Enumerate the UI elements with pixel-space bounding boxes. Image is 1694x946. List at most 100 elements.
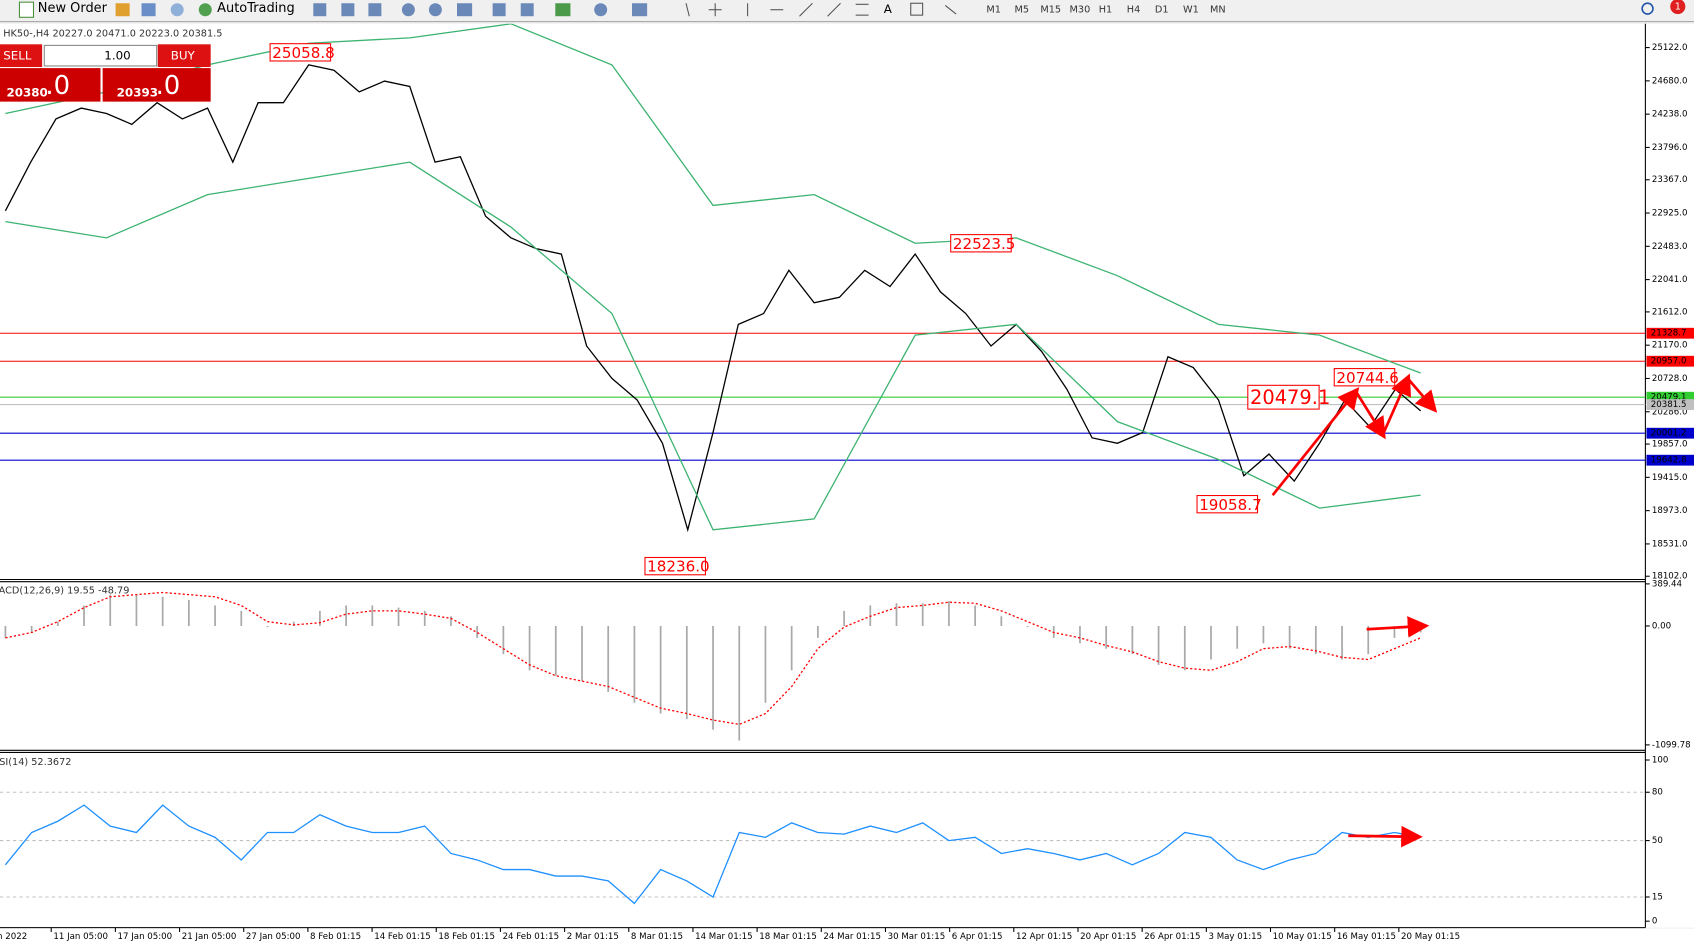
macd-bar [240,610,243,626]
macd-bar [633,625,636,703]
toolbar-icon[interactable] [456,3,473,17]
timeframe-button[interactable]: M15 [1040,5,1061,16]
macd-bar [712,625,714,730]
indicator-title: MACD(12,26,9) 19.55 -48.79 [0,585,129,596]
y-tick-label: 20728.0 [1652,374,1688,384]
notification-badge[interactable] [1670,0,1686,15]
arrow-tool[interactable] [944,4,957,15]
macd-bar [1210,625,1212,660]
bollinger-band [5,23,1421,374]
macd-bar [423,610,426,626]
notification-count: 1 [1675,1,1681,12]
trendline-tool[interactable] [799,2,813,17]
autotrading-icon[interactable] [198,3,212,17]
y-tick-label: 24238.0 [1652,110,1688,120]
chart-window [0,23,1694,928]
y-tick-label: 24680.0 [1652,76,1688,86]
y-tick-label: 0.00 [1652,621,1671,631]
one-click-trading: SELL 1.00 BUY 20380 .0 20393 .0 [0,44,211,102]
buy-label: BUY [171,49,196,63]
timeframe-button[interactable]: MN [1210,5,1226,16]
macd-bar [371,605,374,626]
y-tick-label: 21170.0 [1652,341,1688,351]
toolbar-icon[interactable] [520,3,534,17]
timeframe-button[interactable]: M1 [986,5,1001,16]
macd-bar [1105,625,1108,649]
timeframe-button[interactable]: M30 [1070,5,1091,16]
macd-bar [266,625,269,628]
price-line [4,64,1422,533]
drawing-tools [685,2,957,17]
y-tick-label: 18102.0 [1652,572,1688,582]
cursor-tool[interactable] [685,3,690,17]
time-label: 10 May 01:15 [1273,932,1332,942]
price-annotation: 20479.1 [1250,386,1330,409]
timeframe-button[interactable]: M5 [1014,5,1029,16]
timeframes: M1 M5 M15 M30 H1 H4 D1 W1 MN [986,5,1225,16]
toolbar-icon[interactable] [170,3,184,17]
buy-button[interactable] [157,44,211,68]
toolbar-icon[interactable] [555,3,571,17]
text-tool[interactable]: A [884,2,893,16]
time-label: 18 Mar 01:15 [759,932,817,942]
macd-bar [476,625,479,638]
search-icon[interactable] [1641,2,1654,15]
sell-price-box[interactable] [0,68,101,102]
toolbar-icon[interactable] [313,3,327,17]
sell-button[interactable] [0,44,43,68]
price-label-bg [1646,454,1694,466]
toolbar-icon[interactable] [632,3,648,17]
label-tool[interactable] [910,2,924,16]
macd-bar [1288,625,1291,649]
new-order-icon[interactable] [18,1,35,18]
toolbar-icon[interactable] [115,3,130,17]
sell-price: 20380 [6,85,47,99]
macd-bar [83,605,85,626]
buy-price-box[interactable] [102,68,211,102]
price-label-bg [1646,427,1694,439]
time-label: 3 May 01:15 [1208,932,1262,942]
timeframe-button[interactable]: H1 [1099,5,1112,16]
macd-bar [1341,625,1343,660]
autotrading-button[interactable]: AutoTrading [217,1,295,16]
timeframe-button[interactable]: W1 [1183,5,1199,16]
time-axis [0,928,1694,946]
macd-bar [1131,625,1134,655]
macd-bar [843,610,845,626]
y-tick-label: 100 [1652,756,1668,766]
new-order-button[interactable]: New Order [38,1,108,16]
time-label: 24 Mar 01:15 [823,932,881,942]
buy-price-tail: .0 [156,71,181,101]
toolbar-icon[interactable] [368,3,382,17]
macd-bar [528,625,531,671]
toolbar-icon[interactable] [141,3,156,17]
macd-bar [974,605,976,626]
buy-price: 20393 [117,85,158,99]
y-tick-label: 20286.0 [1652,407,1688,417]
macd-bar [948,601,950,626]
macd-bar [1314,625,1317,655]
toolbar-icon[interactable] [492,3,506,17]
y-tick-label: 389.44 [1652,579,1682,589]
macd-bar [135,594,138,626]
lot-input[interactable] [43,44,158,67]
macd-bar [345,605,347,626]
macd-bar [1026,625,1029,628]
price-label: 21328.7 [1651,329,1687,339]
toolbar-icon[interactable] [594,3,608,17]
y-tick-label: 18531.0 [1652,539,1688,549]
zoom-out[interactable] [428,3,442,17]
macd-bar [30,625,33,633]
macd-bar [1262,625,1265,644]
toolbar-icon[interactable] [341,3,355,17]
timeframe-button[interactable]: H4 [1127,5,1140,16]
zoom-in[interactable] [401,3,415,17]
macd-bar [895,603,898,626]
channel-tool[interactable] [827,2,841,17]
axes: Jan 2022 11 Jan 05:00 17 Jan 05:00 21 Jan 0… [0,43,1694,942]
time-label: 6 Apr 01:15 [952,932,1003,942]
y-tick-label: 22483.0 [1652,242,1688,252]
timeframe-button[interactable]: D1 [1155,5,1169,16]
macd-bar [214,605,216,626]
price-label-bg [1646,327,1694,339]
